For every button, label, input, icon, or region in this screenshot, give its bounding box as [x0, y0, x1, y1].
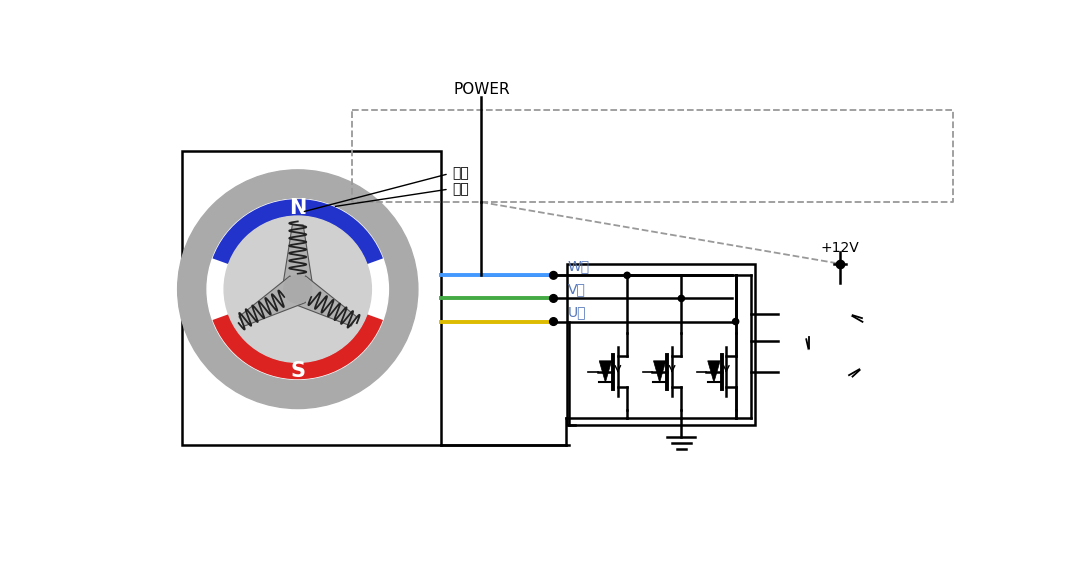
Text: S: S: [291, 361, 306, 381]
Text: U相: U相: [567, 305, 586, 319]
Polygon shape: [291, 276, 356, 326]
Circle shape: [284, 275, 312, 303]
Circle shape: [550, 318, 557, 325]
Circle shape: [177, 170, 418, 409]
Circle shape: [678, 296, 685, 302]
Text: POWER: POWER: [454, 81, 510, 97]
Bar: [181, 151, 441, 445]
Wedge shape: [213, 314, 383, 379]
Polygon shape: [707, 361, 720, 382]
Text: 定子: 定子: [453, 182, 470, 196]
Circle shape: [847, 312, 851, 316]
Polygon shape: [239, 276, 306, 326]
Circle shape: [732, 319, 739, 325]
Circle shape: [550, 294, 557, 302]
Polygon shape: [599, 361, 611, 382]
Polygon shape: [653, 361, 666, 382]
Circle shape: [807, 350, 811, 355]
Bar: [567, 264, 755, 425]
Polygon shape: [282, 225, 313, 289]
Circle shape: [624, 272, 631, 278]
Circle shape: [550, 271, 557, 279]
Circle shape: [225, 216, 372, 362]
Circle shape: [860, 365, 865, 370]
Circle shape: [207, 199, 389, 379]
Wedge shape: [213, 199, 383, 264]
Text: W相: W相: [567, 259, 590, 273]
Text: N: N: [289, 198, 307, 217]
Text: V相: V相: [567, 282, 585, 296]
Text: +12V: +12V: [821, 241, 860, 255]
Text: 转子: 转子: [453, 167, 470, 181]
